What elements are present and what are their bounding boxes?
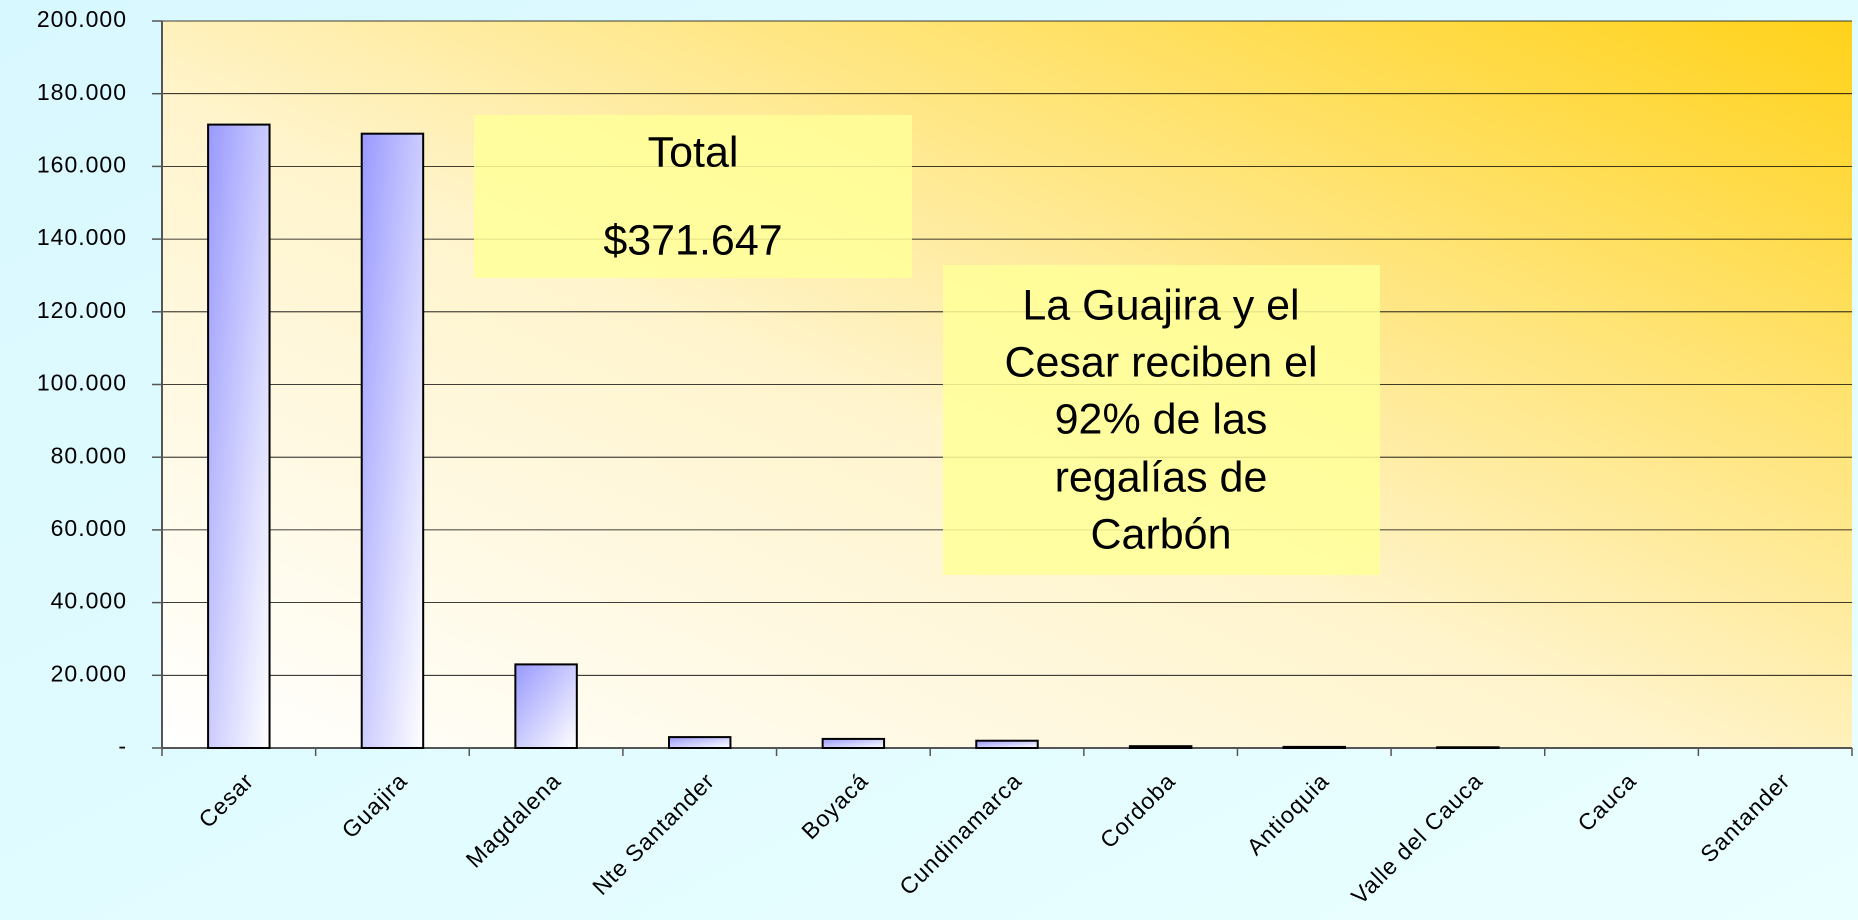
bar: [1282, 745, 1346, 749]
y-tick-label: -: [118, 733, 127, 759]
annotation-box: [474, 115, 912, 278]
y-tick-label: 20.000: [51, 660, 127, 686]
y-tick-label: 100.000: [37, 370, 127, 396]
annotation-text: $371.647: [603, 216, 782, 264]
annotation-text: Cesar reciben el: [1004, 338, 1317, 386]
bar: [207, 123, 271, 750]
bar: [1128, 745, 1193, 749]
annotation-text: 92% de las: [1055, 395, 1268, 443]
y-tick-label: 60.000: [51, 515, 127, 541]
y-tick-label: 80.000: [51, 442, 127, 468]
bar: [514, 663, 578, 750]
annotation-text: Total: [648, 128, 739, 176]
bar: [1436, 746, 1500, 750]
y-tick-label: 40.000: [51, 588, 127, 614]
y-tick-label: 180.000: [37, 79, 127, 105]
y-tick-label: 200.000: [37, 6, 127, 32]
bar: [360, 132, 425, 749]
annotation-text: Carbón: [1090, 510, 1231, 558]
bar: [975, 739, 1039, 749]
annotation-text: regalías de: [1055, 453, 1268, 501]
y-tick-label: 140.000: [37, 224, 127, 250]
annotation-text: La Guajira y el: [1022, 281, 1299, 329]
y-tick-label: 120.000: [37, 297, 127, 323]
bar: [821, 737, 886, 749]
y-tick-label: 160.000: [37, 151, 127, 177]
annotation-box: [943, 265, 1380, 575]
bar: [668, 736, 732, 749]
